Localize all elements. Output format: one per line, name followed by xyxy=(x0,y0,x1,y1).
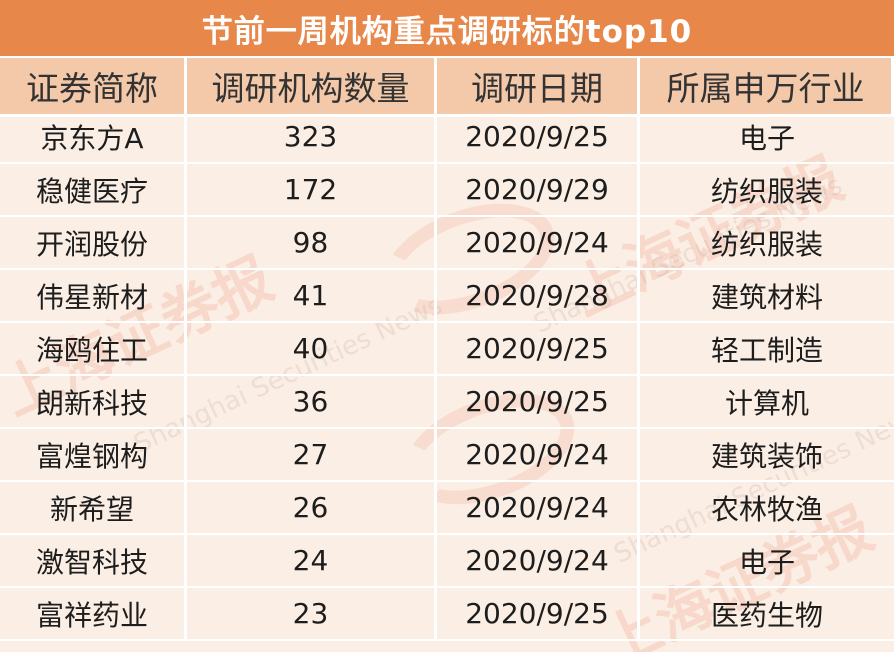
table-cell: 2020/9/25 xyxy=(437,588,640,641)
table-cell: 2020/9/29 xyxy=(437,164,640,217)
table-cell: 伟星新材 xyxy=(0,270,187,323)
table-cell: 2020/9/24 xyxy=(437,482,640,535)
table-cell: 172 xyxy=(187,164,437,217)
column-header-institution-count: 调研机构数量 xyxy=(187,58,437,117)
table-cell: 27 xyxy=(187,429,437,482)
table-cell: 2020/9/24 xyxy=(437,429,640,482)
table-cell: 电子 xyxy=(640,535,894,588)
table-cell: 海鸥住工 xyxy=(0,323,187,376)
column-header-industry: 所属申万行业 xyxy=(640,58,894,117)
table-cell: 26 xyxy=(187,482,437,535)
table-cell: 计算机 xyxy=(640,376,894,429)
table-cell: 富祥药业 xyxy=(0,588,187,641)
data-table: 证券简称 调研机构数量 调研日期 所属申万行业 京东方A 323 2020/9/… xyxy=(0,58,894,641)
table-cell: 激智科技 xyxy=(0,535,187,588)
table-cell: 新希望 xyxy=(0,482,187,535)
table-cell: 建筑材料 xyxy=(640,270,894,323)
table-cell: 医药生物 xyxy=(640,588,894,641)
table-cell: 2020/9/25 xyxy=(437,376,640,429)
table-cell: 富煌钢构 xyxy=(0,429,187,482)
table-cell: 41 xyxy=(187,270,437,323)
table-cell: 轻工制造 xyxy=(640,323,894,376)
table-cell: 纺织服装 xyxy=(640,164,894,217)
table-cell: 纺织服装 xyxy=(640,217,894,270)
table-cell: 建筑装饰 xyxy=(640,429,894,482)
table-cell: 23 xyxy=(187,588,437,641)
table-cell: 40 xyxy=(187,323,437,376)
column-header-security-name: 证券简称 xyxy=(0,58,187,117)
column-header-research-date: 调研日期 xyxy=(437,58,640,117)
table-cell: 24 xyxy=(187,535,437,588)
table-cell: 2020/9/25 xyxy=(437,111,640,164)
table-cell: 稳健医疗 xyxy=(0,164,187,217)
table-cell: 朗新科技 xyxy=(0,376,187,429)
table-cell: 98 xyxy=(187,217,437,270)
table-cell: 2020/9/25 xyxy=(437,323,640,376)
table-cell: 323 xyxy=(187,111,437,164)
table-cell: 京东方A xyxy=(0,111,187,164)
table-cell: 农林牧渔 xyxy=(640,482,894,535)
table-cell: 2020/9/28 xyxy=(437,270,640,323)
table-cell: 开润股份 xyxy=(0,217,187,270)
table-cell: 2020/9/24 xyxy=(437,535,640,588)
table-cell: 36 xyxy=(187,376,437,429)
table-title: 节前一周机构重点调研标的top10 xyxy=(0,0,894,58)
table-cell: 2020/9/24 xyxy=(437,217,640,270)
table-cell: 电子 xyxy=(640,111,894,164)
